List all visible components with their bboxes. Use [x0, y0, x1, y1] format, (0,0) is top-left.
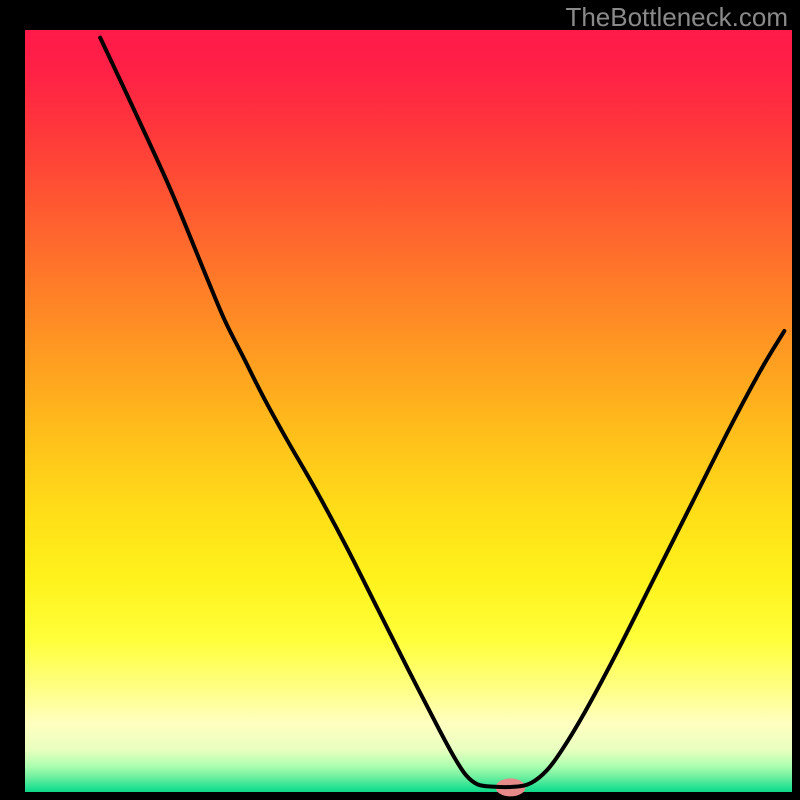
chart-gradient-background — [25, 30, 792, 792]
watermark-text: TheBottleneck.com — [565, 2, 788, 32]
